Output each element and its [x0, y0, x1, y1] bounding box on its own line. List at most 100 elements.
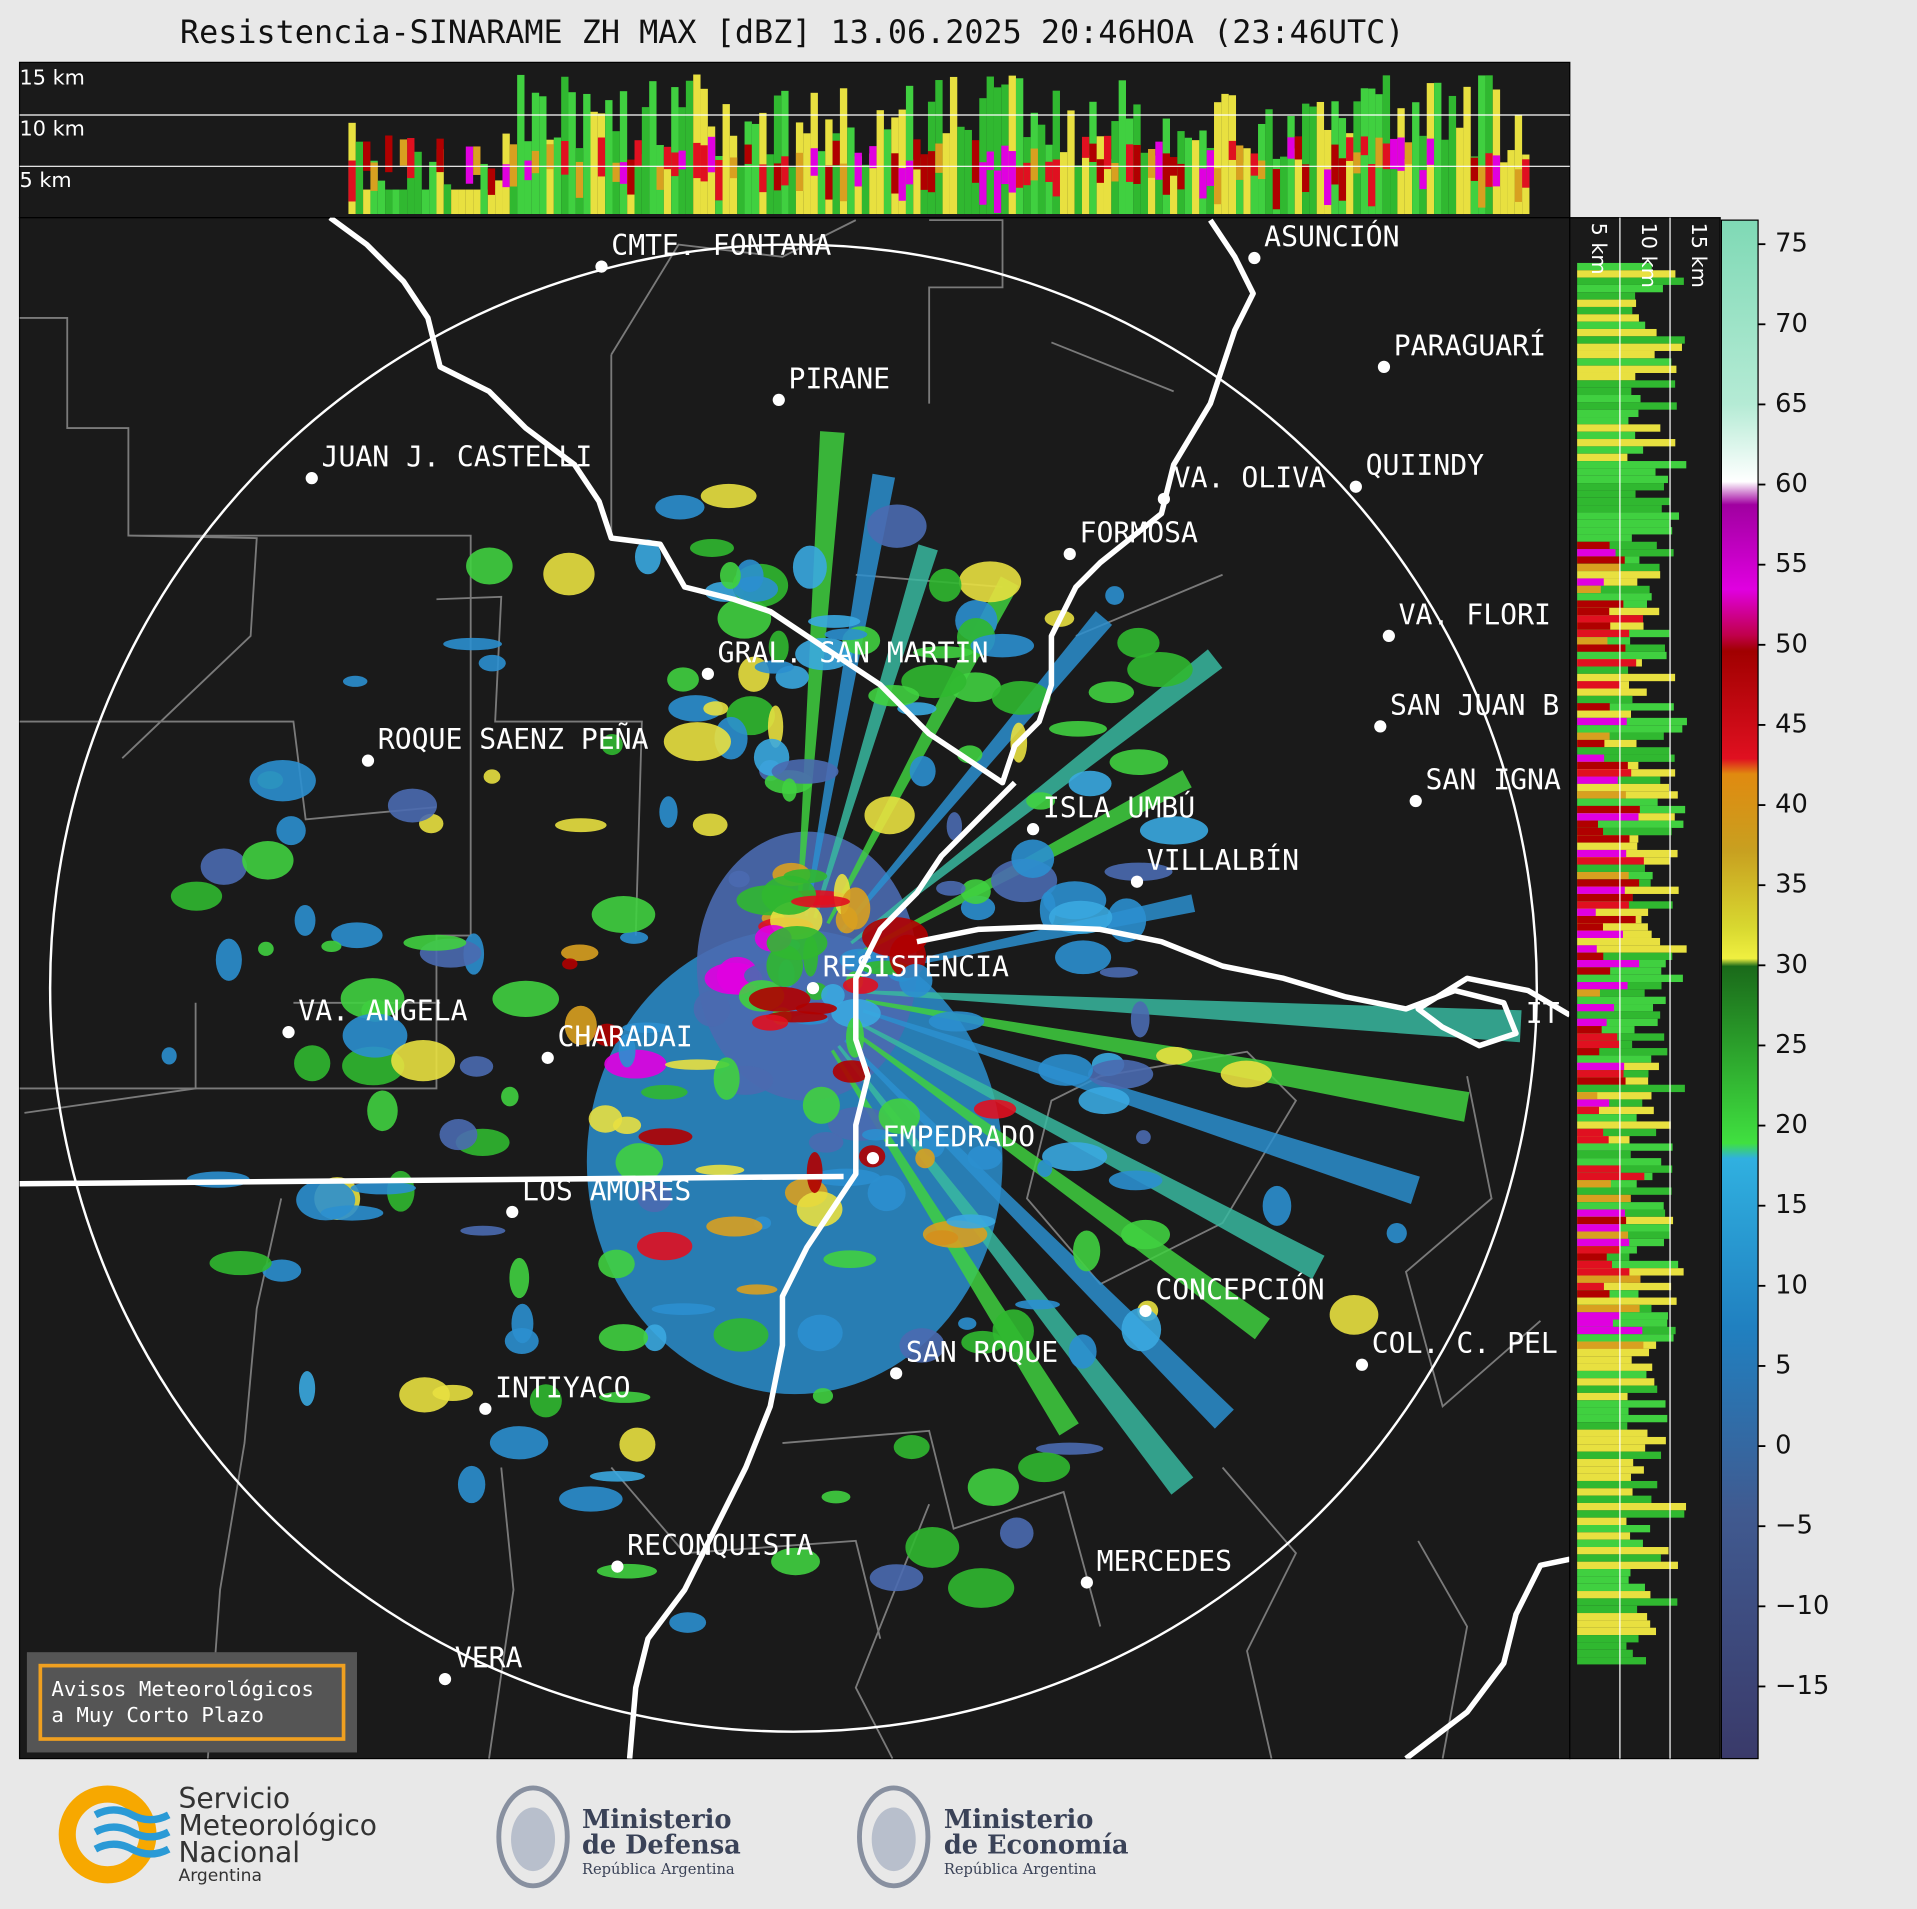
colorbar-label: 35: [1775, 870, 1808, 900]
section-core: [1324, 169, 1332, 206]
section-core: [1514, 169, 1523, 202]
section-core: [1577, 644, 1626, 652]
section-core: [832, 140, 840, 166]
city-label: MERCEDES: [1097, 1545, 1232, 1578]
section-bar: [539, 96, 547, 215]
logo-text: de Defensa: [582, 1831, 741, 1861]
echo: [1105, 586, 1125, 605]
section-core: [1577, 1312, 1620, 1320]
echo: [655, 495, 705, 520]
echo: [1026, 792, 1056, 810]
section-core: [1577, 960, 1640, 968]
section-bar: [1577, 314, 1639, 322]
section-bar: [509, 165, 518, 215]
echo: [619, 1427, 656, 1462]
section-core: [1577, 717, 1627, 726]
colorbar-label: 40: [1775, 790, 1808, 820]
section-core: [1577, 1018, 1607, 1027]
section-core: [1577, 1099, 1610, 1107]
section-core: [1577, 637, 1608, 645]
section-core: [1089, 143, 1097, 162]
section-bar: [993, 87, 1002, 215]
smn-logo: Servicio Meteorológico Nacional Argentin…: [58, 1782, 377, 1886]
section-core: [1096, 159, 1104, 183]
echo: [961, 1330, 1004, 1354]
map: CMTE. FONTANA PIRANE JUAN J. CASTELLI VA. O…: [19, 217, 1570, 1759]
section-core: [854, 152, 862, 187]
echo: [659, 796, 678, 828]
section-core: [1577, 1268, 1630, 1276]
section-bar: [773, 95, 782, 215]
echo: [555, 818, 607, 833]
section-bar: [1577, 1370, 1647, 1379]
section-bar: [1577, 475, 1669, 484]
section-bar: [1577, 387, 1632, 396]
section-bar: [407, 142, 415, 215]
section-bar: [1192, 140, 1200, 215]
section-bar: [443, 184, 452, 215]
section-core: [1577, 1260, 1612, 1269]
section-core: [1577, 1209, 1625, 1217]
section-bar: [590, 111, 598, 215]
section-core: [1577, 578, 1604, 586]
section-bar: [1577, 1092, 1652, 1100]
section-bar: [385, 189, 393, 215]
section-core: [1023, 162, 1031, 186]
section-bar: [1294, 148, 1303, 215]
echo: [936, 880, 966, 896]
section-core: [1577, 1033, 1618, 1041]
section-bar: [1236, 162, 1244, 215]
section-bar: [568, 92, 576, 215]
section-bar: [1577, 1517, 1627, 1525]
echo: [501, 1086, 519, 1107]
echo: [641, 1085, 688, 1100]
section-bar: [1155, 164, 1163, 215]
echo: [958, 561, 1022, 603]
logo-text: Nacional: [178, 1836, 300, 1869]
section-core: [627, 159, 635, 195]
echo-ray: [813, 544, 938, 919]
section-bar: [1577, 490, 1636, 498]
section-bar: [1577, 1495, 1652, 1503]
section-core: [1302, 164, 1310, 193]
echo: [209, 1250, 272, 1276]
section-bar: [1577, 1488, 1633, 1496]
section-bar: [377, 180, 386, 215]
section-bar: [1577, 336, 1685, 344]
section-core: [473, 146, 481, 175]
echo: [637, 1182, 672, 1213]
section-bar: [1577, 571, 1661, 579]
echo: [561, 944, 599, 962]
city-dot: [479, 1402, 492, 1415]
section-bar: [1577, 1084, 1685, 1093]
section-core: [1577, 945, 1597, 953]
echo: [899, 963, 933, 998]
echo: [736, 559, 764, 593]
echo: [842, 976, 879, 994]
echo: [960, 879, 991, 904]
section-core: [634, 140, 642, 166]
section-core: [1346, 137, 1354, 161]
section-bar: [1346, 133, 1354, 215]
section-core: [1577, 615, 1644, 623]
echo: [457, 1465, 486, 1504]
city-label: PIRANE: [789, 362, 891, 395]
section-core: [1258, 160, 1266, 180]
section-core: [1214, 168, 1222, 205]
section-core: [671, 152, 679, 177]
notice-frame: [38, 1663, 346, 1741]
echo: [946, 812, 963, 841]
echo: [795, 637, 853, 671]
echo: [905, 1526, 960, 1568]
echo: [1104, 862, 1173, 881]
colorbar-label: 75: [1775, 229, 1808, 259]
echo: [797, 1314, 843, 1352]
echo: [768, 630, 789, 664]
section-bar: [399, 189, 408, 215]
section-bar: [1577, 527, 1673, 535]
echo: [668, 695, 723, 722]
section-core: [891, 153, 899, 194]
section-core: [531, 150, 540, 174]
echo: [719, 562, 741, 589]
echo: [693, 990, 731, 1027]
